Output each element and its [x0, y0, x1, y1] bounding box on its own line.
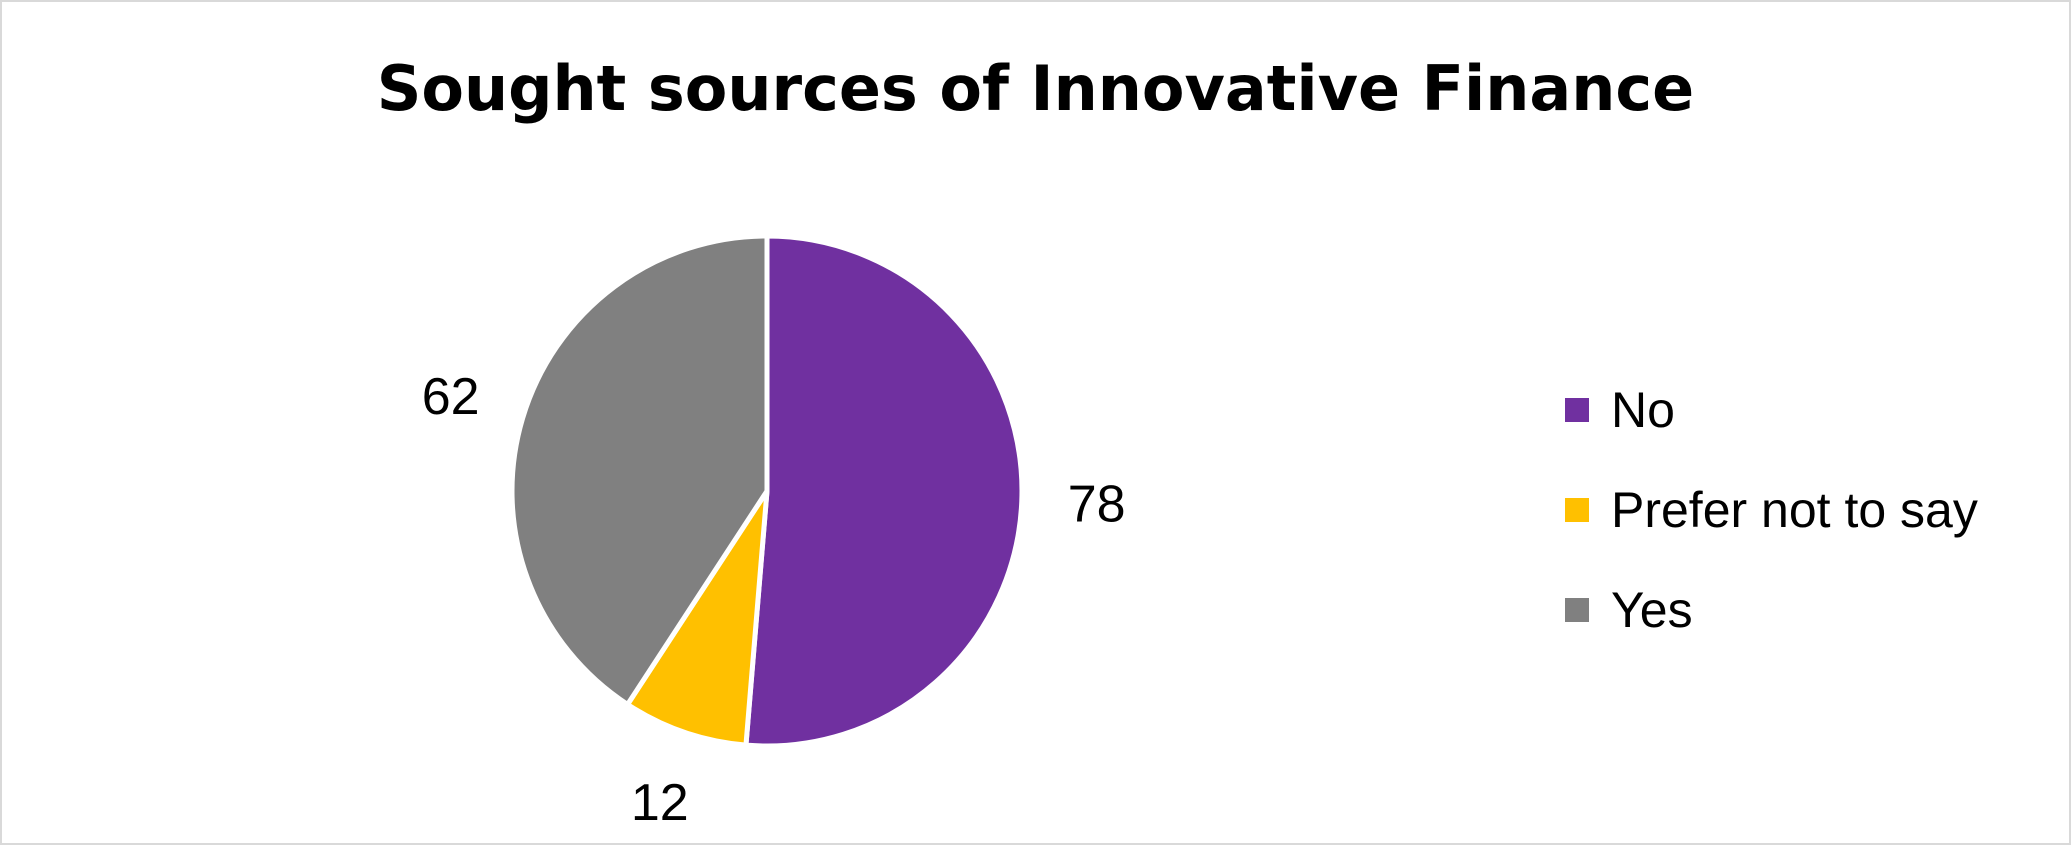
data-label-yes: 62 — [422, 368, 480, 426]
chart-title: Sought sources of Innovative Finance — [376, 52, 1695, 125]
legend-label-yes: Yes — [1611, 582, 1693, 638]
pie-slice-yes — [509, 233, 770, 707]
chart-legend: No Prefer not to say Yes — [1565, 360, 1978, 660]
pie-slices — [509, 233, 1025, 749]
pie-data-labels: 78 12 62 — [422, 368, 1126, 832]
legend-item-no: No — [1565, 360, 1978, 460]
legend-label-no: No — [1611, 382, 1675, 438]
legend-label-prefer-not-to-say: Prefer not to say — [1611, 482, 1978, 538]
pie-slice-no — [743, 233, 1025, 749]
legend-item-yes: Yes — [1565, 560, 1978, 660]
data-label-no: 78 — [1068, 476, 1126, 534]
legend-swatch-yes — [1565, 598, 1589, 622]
legend-swatch-prefer-not-to-say — [1565, 498, 1589, 522]
pie-slice-prefer-not-to-say — [625, 488, 770, 748]
legend-item-prefer-not-to-say: Prefer not to say — [1565, 460, 1978, 560]
data-label-prefer-not-to-say: 12 — [631, 774, 689, 832]
legend-swatch-no — [1565, 398, 1589, 422]
